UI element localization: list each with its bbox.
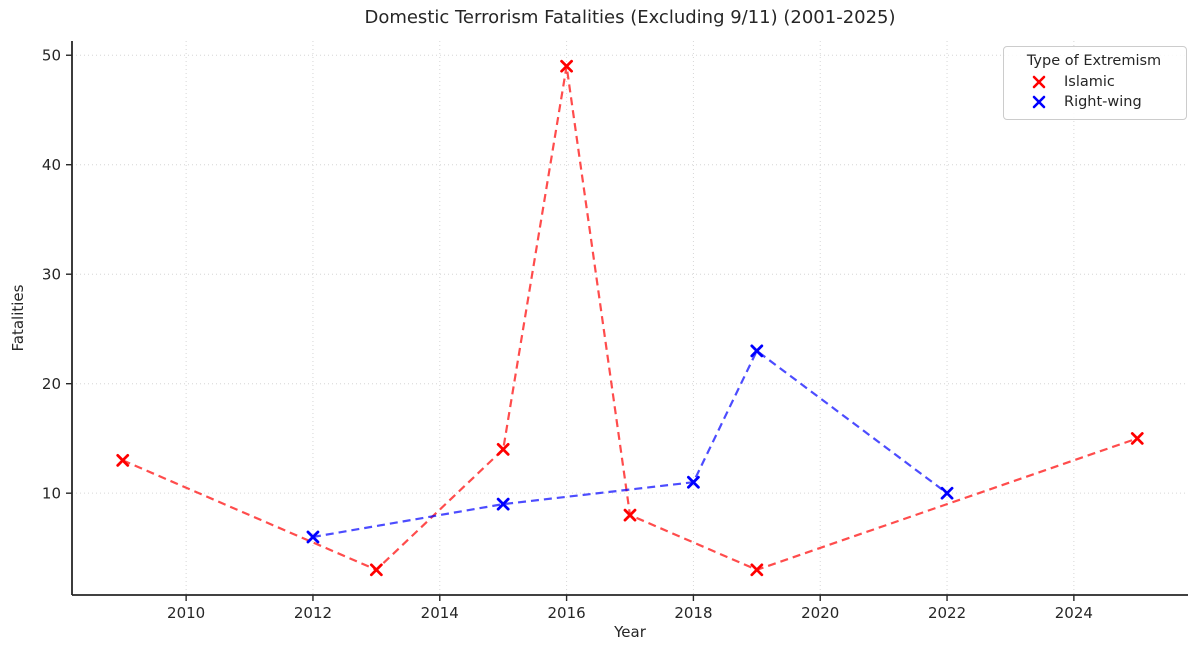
y-tick-label: 10	[42, 484, 61, 502]
data-marker	[496, 442, 510, 456]
y-axis-label: Fatalities	[9, 284, 27, 352]
chart-title: Domestic Terrorism Fatalities (Excluding…	[364, 7, 896, 28]
x-tick-label: 2024	[1055, 604, 1093, 622]
legend-entry-label: Right-wing	[1064, 94, 1142, 110]
data-marker	[560, 59, 573, 73]
y-tick-label: 50	[42, 46, 61, 64]
y-tick-label: 20	[42, 375, 61, 393]
data-marker	[496, 497, 510, 511]
legend: Type of Extremism Islamic Right-wing	[1003, 46, 1187, 120]
x-tick-label: 2020	[801, 604, 839, 622]
data-marker	[687, 475, 700, 489]
legend-entry-right-wing: Right-wing	[1014, 92, 1174, 112]
y-tick-label: 30	[42, 265, 61, 283]
x-marker-icon	[1032, 75, 1046, 89]
series-line-islamic	[122, 66, 1138, 572]
series-line-right-wing	[312, 349, 948, 539]
legend-entry-label: Islamic	[1064, 74, 1115, 90]
x-tick-label: 2014	[421, 604, 459, 622]
data-marker	[1130, 432, 1144, 445]
x-tick-label: 2018	[674, 604, 712, 622]
x-marker-icon	[1032, 95, 1046, 109]
x-tick-label: 2010	[167, 604, 205, 622]
legend-entry-islamic: Islamic	[1014, 72, 1174, 92]
data-marker	[623, 508, 637, 522]
y-tick-label: 40	[42, 156, 61, 174]
data-marker	[940, 486, 954, 500]
x-axis-label: Year	[614, 623, 646, 641]
data-marker	[306, 530, 320, 544]
legend-title: Type of Extremism	[1026, 53, 1162, 69]
data-marker	[750, 563, 764, 577]
data-marker	[116, 453, 130, 467]
data-marker	[369, 563, 383, 577]
x-tick-label: 2016	[547, 604, 585, 622]
x-tick-label: 2012	[294, 604, 332, 622]
x-tick-label: 2022	[928, 604, 966, 622]
data-marker	[750, 344, 764, 358]
